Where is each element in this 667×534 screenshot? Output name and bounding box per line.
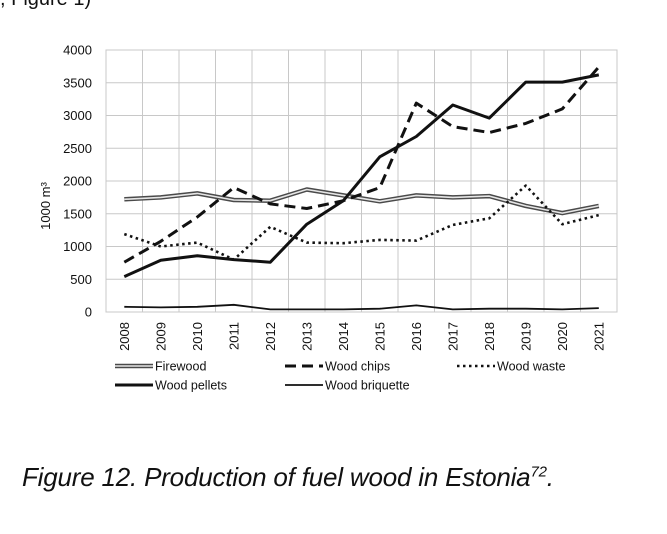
y-tick-label: 2500 — [63, 141, 92, 156]
series-line-wood-pellets — [123, 73, 600, 278]
x-tick-label: 2009 — [153, 322, 168, 351]
y-tick-label: 3000 — [63, 108, 92, 123]
x-tick-label: 2014 — [336, 322, 351, 351]
x-tick-label: 2010 — [190, 322, 205, 351]
x-tick-label: 2015 — [372, 322, 387, 351]
x-tick-label: 2011 — [226, 322, 241, 350]
y-tick-label: 2000 — [63, 174, 92, 189]
series-line-wood-chips — [123, 66, 600, 264]
x-tick-label: 2016 — [409, 322, 424, 351]
top-text-fragment: , Figure 1) — [0, 0, 91, 11]
y-axis-label: 1000 m³ — [38, 181, 53, 229]
legend-label-wood-waste: Wood waste — [497, 360, 566, 374]
x-tick-label: 2020 — [555, 322, 570, 351]
series-line-wood-waste — [123, 184, 600, 261]
y-tick-label: 1000 — [63, 239, 92, 254]
x-tick-label: 2019 — [518, 322, 533, 351]
y-tick-label: 0 — [85, 305, 92, 320]
y-tick-label: 3500 — [63, 75, 92, 90]
figure-caption: Figure 12. Production of fuel wood in Es… — [22, 462, 554, 493]
y-tick-label: 500 — [70, 272, 92, 287]
legend-label-wood-briquette: Wood briquette — [325, 379, 410, 393]
x-tick-label: 2008 — [117, 322, 132, 351]
x-tick-label: 2018 — [482, 322, 497, 351]
caption-footnote-ref: 72 — [530, 463, 547, 481]
legend-label-firewood: Firewood — [155, 360, 206, 374]
x-tick-label: 2017 — [445, 322, 460, 351]
caption-text: Figure 12. Production of fuel wood in Es… — [22, 462, 531, 492]
x-tick-label: 2013 — [299, 322, 314, 351]
legend-label-wood-chips: Wood chips — [325, 360, 390, 374]
legend-label-wood-pellets: Wood pellets — [155, 379, 227, 393]
series-line-wood-briquette — [124, 303, 599, 311]
y-tick-label: 4000 — [63, 43, 92, 58]
series-line-firewood-inner — [124, 188, 599, 214]
caption-suffix: . — [546, 462, 554, 492]
x-tick-label: 2012 — [263, 322, 278, 351]
y-tick-label: 1500 — [63, 206, 92, 221]
x-tick-label: 2021 — [591, 322, 606, 351]
